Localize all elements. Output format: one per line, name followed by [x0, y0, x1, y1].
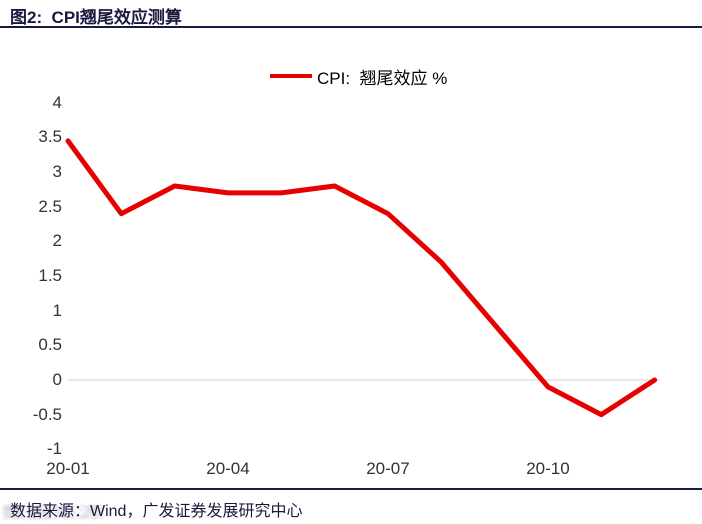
source-note: 数据来源：Wind，广发证券发展研究中心 — [10, 503, 303, 520]
x-tick-label: 20-07 — [366, 459, 410, 478]
y-tick-label: 1 — [52, 300, 62, 320]
legend-line-swatch — [270, 74, 312, 78]
legend-label: CPI: 翘尾效应 % — [317, 68, 448, 88]
y-tick-label: 4 — [52, 92, 62, 112]
figure-title: 图2: CPI翘尾效应测算 — [10, 8, 182, 27]
x-tick-label: 20-01 — [46, 459, 90, 478]
y-tick-label: 0 — [52, 370, 62, 389]
x-tick-label: 20-10 — [526, 459, 570, 478]
legend: CPI: 翘尾效应 % — [270, 65, 448, 88]
cpi-line-series — [65, 138, 658, 418]
title-divider — [0, 26, 702, 28]
y-tick-label: 3.5 — [38, 127, 62, 147]
footer-divider — [0, 488, 702, 490]
y-tick-label: -1 — [46, 439, 62, 459]
y-tick-label: 2 — [52, 231, 62, 251]
source-watermark: 数据来源 — [1, 505, 104, 522]
y-tick-label: 1.5 — [38, 266, 62, 286]
y-tick-label: 3 — [52, 162, 62, 182]
y-tick-label: 0.5 — [38, 335, 62, 355]
y-tick-label: 2.5 — [38, 196, 62, 216]
x-tick-label: 20-04 — [206, 459, 250, 478]
y-tick-label: -0.5 — [32, 404, 62, 424]
